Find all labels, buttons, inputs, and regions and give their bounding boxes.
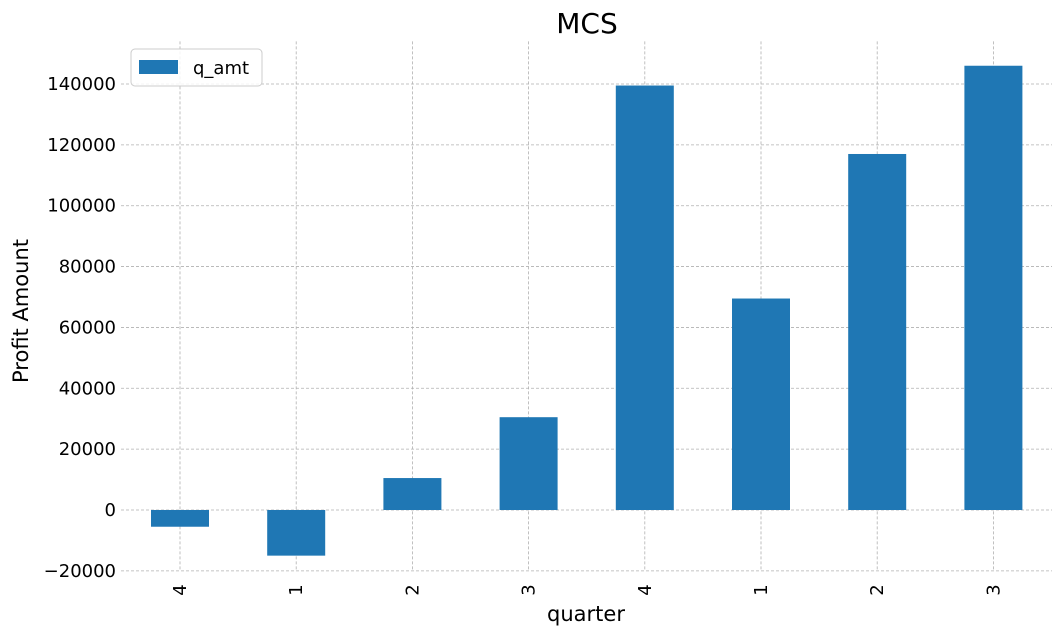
- y-tick-label: 40000: [59, 378, 116, 399]
- bars: [151, 65, 1023, 556]
- bar: [615, 85, 674, 511]
- x-tick-label: 4: [635, 584, 656, 595]
- y-tick-label: 140000: [47, 74, 116, 95]
- legend-swatch: [139, 60, 178, 74]
- y-tick-label: 80000: [59, 257, 116, 278]
- y-tick-label: 100000: [47, 196, 116, 217]
- y-tick-labels: −20000 0 20000 40000 60000 80000 100000 120000 1…: [44, 74, 116, 582]
- x-tick-label: 1: [286, 584, 307, 595]
- y-tick-label: 20000: [59, 439, 116, 460]
- x-tick-label: 2: [402, 584, 423, 595]
- bar: [499, 417, 558, 510]
- y-tick-label: 0: [105, 500, 116, 521]
- x-axis-label: quarter: [547, 602, 625, 626]
- bar: [151, 510, 209, 527]
- bar: [267, 510, 326, 556]
- legend-box: [130, 48, 263, 87]
- x-tick-label: 3: [519, 584, 540, 595]
- chart-title: MCS: [556, 7, 617, 40]
- x-tick-label: 2: [867, 584, 888, 595]
- bar: [383, 478, 442, 510]
- bar: [964, 65, 1023, 510]
- x-tick-label: 3: [983, 584, 1004, 595]
- y-tick-label: 120000: [47, 135, 116, 156]
- y-tick-label: 60000: [59, 317, 116, 338]
- x-tick-label: 4: [170, 584, 191, 595]
- y-axis-label: Profit Amount: [9, 239, 33, 383]
- x-tick-labels: 4 1 2 3 4 1 2 3: [170, 584, 1004, 595]
- legend-label: q_amt: [193, 58, 249, 79]
- grid: [121, 41, 1052, 572]
- bar: [732, 298, 790, 510]
- legend: q_amt: [130, 48, 263, 87]
- bar: [848, 153, 907, 510]
- x-tick-label: 1: [751, 584, 772, 595]
- y-tick-label: −20000: [44, 561, 116, 582]
